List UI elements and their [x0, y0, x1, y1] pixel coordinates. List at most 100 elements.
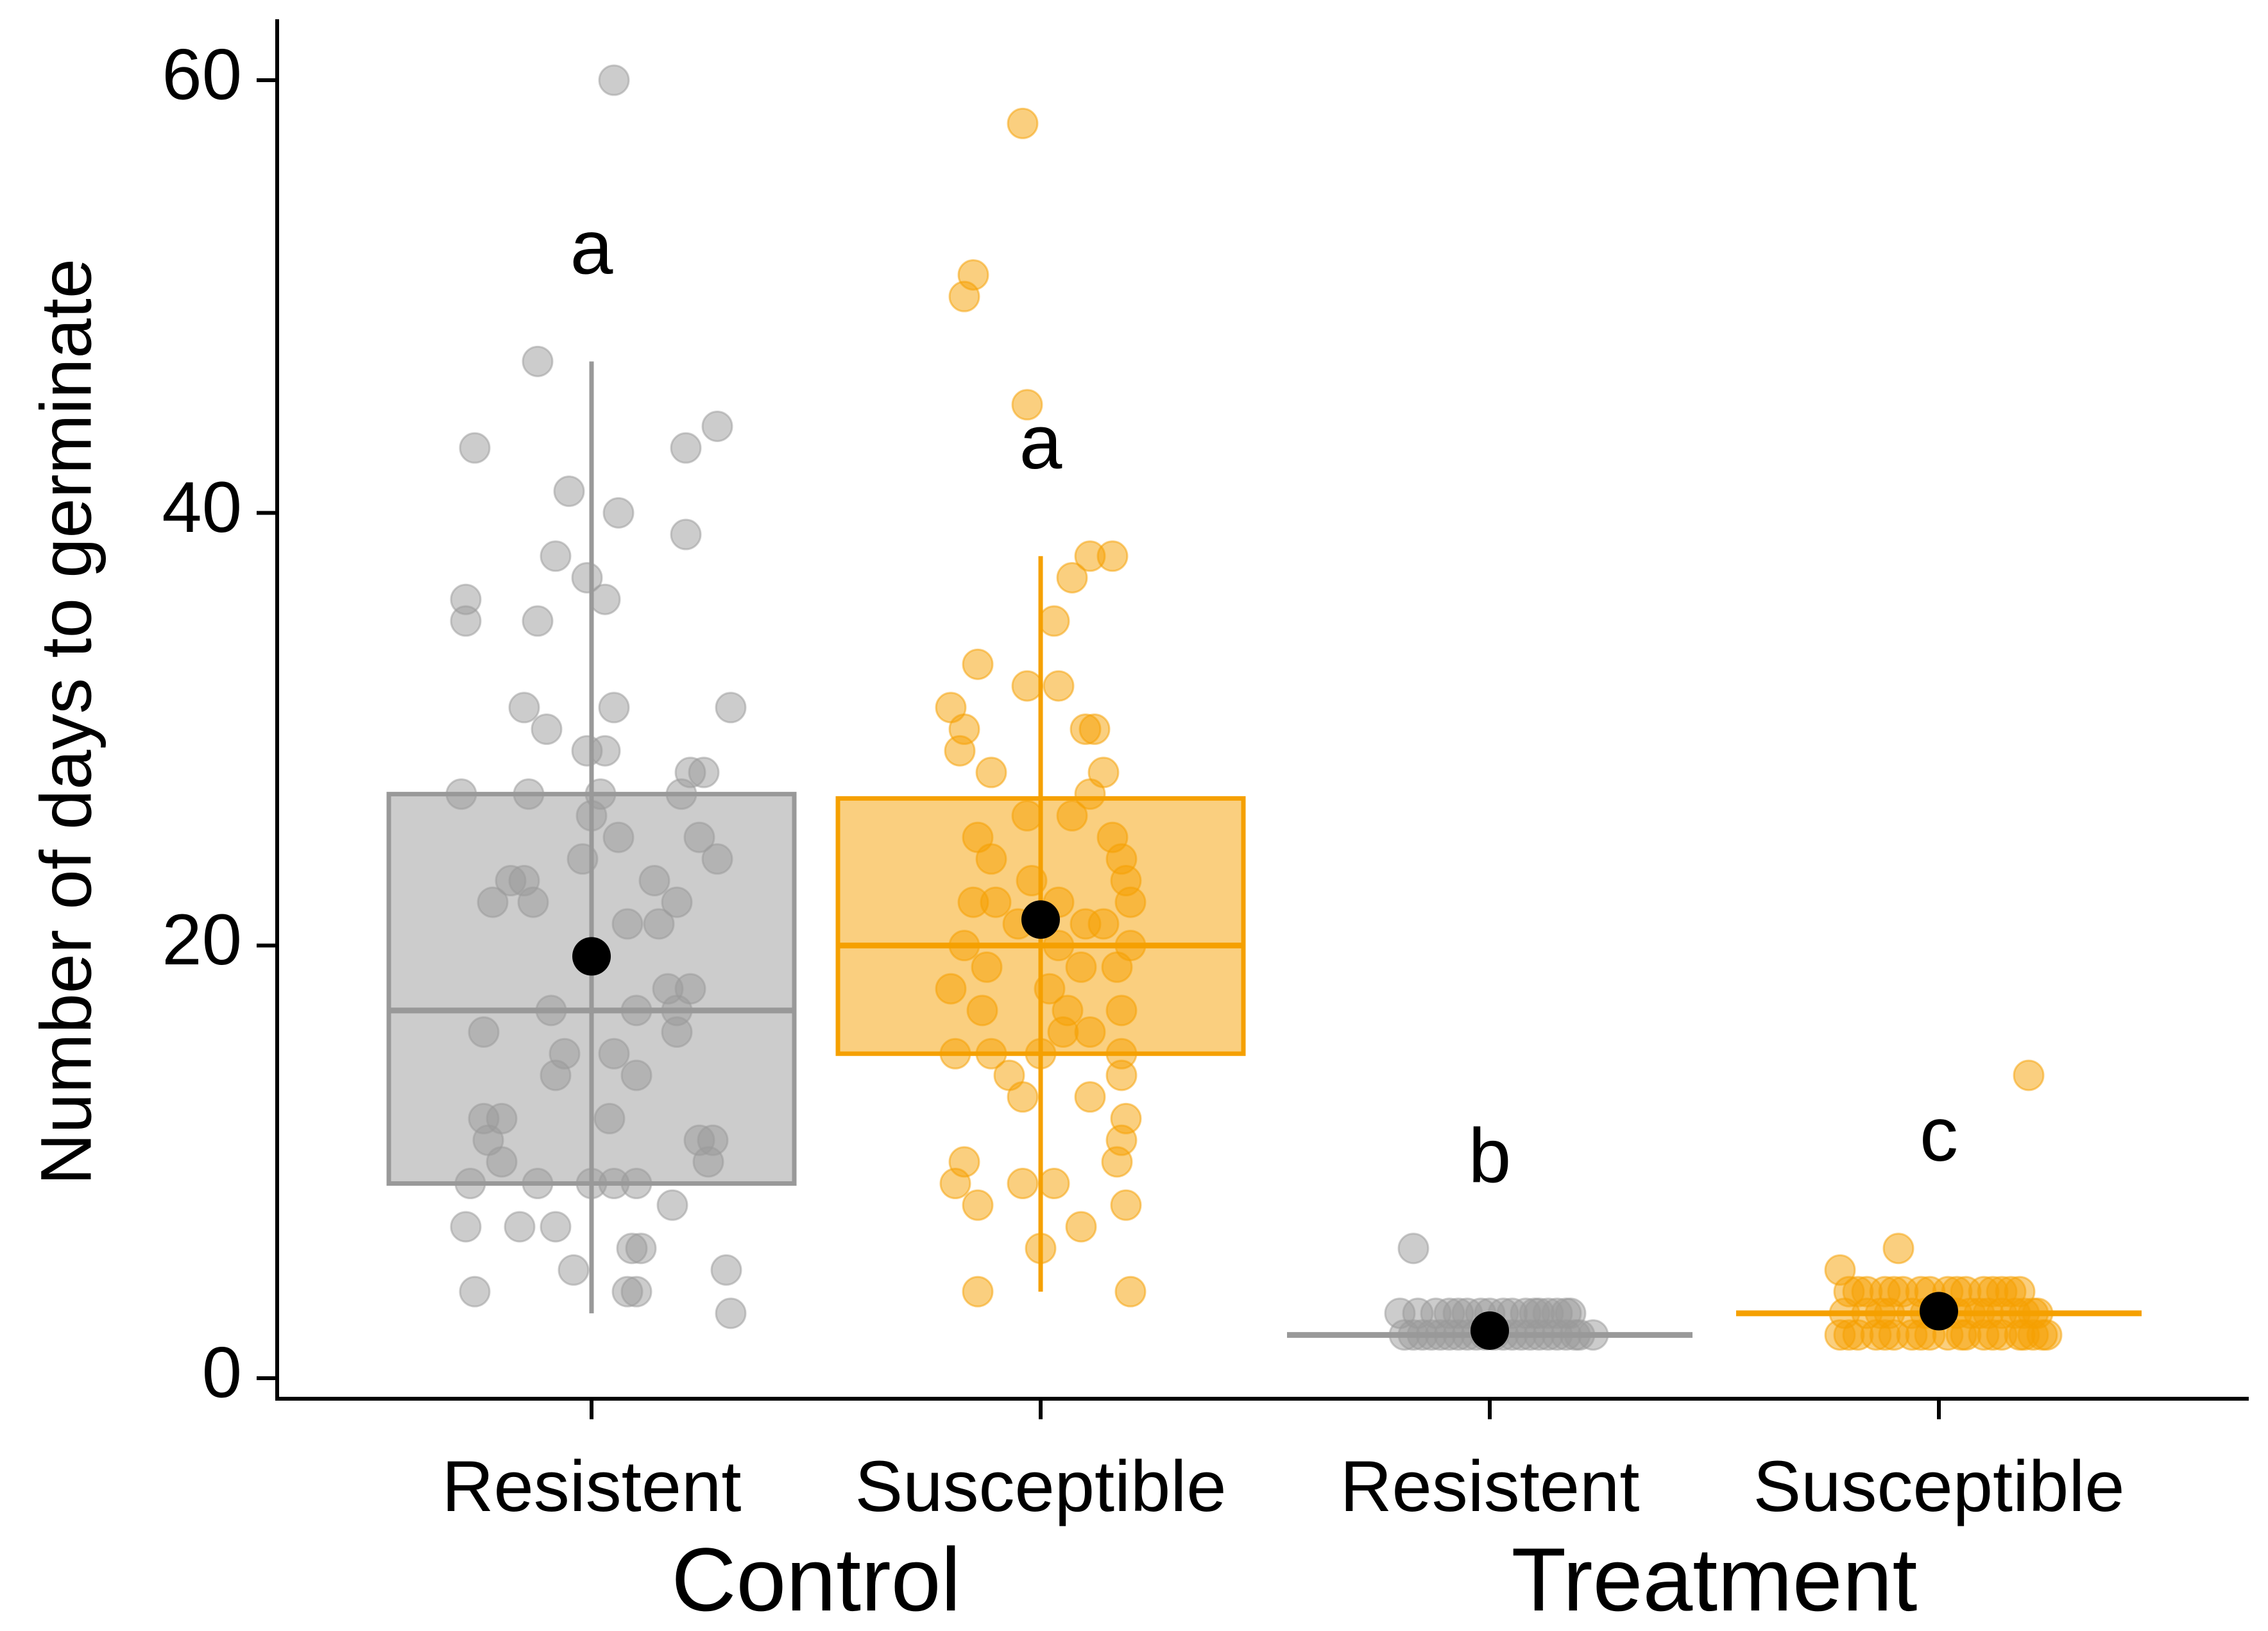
- data-point: [1105, 995, 1138, 1027]
- data-point: [715, 1297, 747, 1329]
- data-point: [656, 1189, 688, 1221]
- data-point: [522, 605, 554, 637]
- data-point: [661, 886, 693, 918]
- data-point: [1056, 799, 1088, 832]
- y-tick-label: 60: [162, 35, 242, 115]
- data-point: [468, 1016, 500, 1048]
- data-point: [1977, 1319, 2009, 1351]
- significance-letter: a: [1019, 399, 1062, 485]
- data-point: [935, 973, 967, 1005]
- x-tick-label: Resistent: [1340, 1446, 1640, 1526]
- data-point: [1114, 1276, 1147, 1308]
- data-point: [445, 778, 477, 810]
- y-tick-label: 40: [162, 467, 242, 547]
- significance-letter: b: [1469, 1113, 1512, 1199]
- data-point: [620, 1168, 652, 1200]
- data-point: [486, 1146, 518, 1178]
- data-point: [589, 583, 621, 615]
- data-point: [1011, 799, 1043, 832]
- data-point: [1025, 1233, 1057, 1265]
- group-labels: Control Treatment: [671, 1529, 1917, 1630]
- data-point: [2013, 1059, 2045, 1091]
- data-point: [1074, 1081, 1106, 1113]
- data-point: [1397, 1233, 1429, 1265]
- data-point: [1007, 1168, 1039, 1200]
- significance-letter: c: [1920, 1091, 1958, 1177]
- data-point: [567, 843, 599, 875]
- significance-letter: a: [570, 204, 613, 290]
- data-point: [966, 995, 998, 1027]
- data-point: [670, 518, 702, 551]
- data-point: [1038, 605, 1070, 637]
- data-point: [558, 1254, 590, 1286]
- points-0: [445, 64, 747, 1329]
- data-point: [948, 280, 980, 312]
- y-tick-label: 0: [202, 1333, 242, 1413]
- data-point: [620, 1276, 652, 1308]
- data-point: [643, 908, 675, 940]
- data-point: [1577, 1319, 1609, 1351]
- data-point: [1101, 951, 1133, 983]
- data-point: [1074, 1016, 1106, 1048]
- x-tick-label: Susceptible: [1753, 1446, 2124, 1526]
- data-point: [701, 410, 733, 442]
- data-point: [540, 540, 572, 572]
- data-point: [638, 865, 670, 897]
- data-point: [962, 1189, 994, 1221]
- mean-marker: [1021, 900, 1060, 939]
- data-point: [513, 778, 545, 810]
- data-point: [540, 1059, 572, 1091]
- mean-marker: [1920, 1292, 1958, 1331]
- data-point: [715, 692, 747, 724]
- data-point: [1043, 670, 1075, 702]
- data-point: [1034, 973, 1066, 1005]
- data-point: [661, 1016, 693, 1048]
- data-point: [589, 735, 621, 767]
- data-point: [598, 692, 630, 724]
- data-point: [598, 64, 630, 96]
- data-point: [1882, 1233, 1914, 1265]
- data-point: [1025, 1038, 1057, 1070]
- data-point: [459, 1276, 491, 1308]
- data-point: [670, 432, 702, 464]
- data-point: [1087, 908, 1120, 940]
- data-point: [1065, 1211, 1097, 1243]
- data-point: [1110, 1189, 1142, 1221]
- data-point: [598, 1038, 630, 1070]
- y-axis-ticks: 0 20 40 60: [162, 35, 277, 1413]
- data-point: [665, 778, 697, 810]
- data-point: [701, 843, 733, 875]
- data-point: [1016, 865, 1048, 897]
- data-point: [1011, 389, 1043, 421]
- data-point: [1833, 1319, 1865, 1351]
- data-point: [517, 886, 549, 918]
- data-point: [971, 951, 1003, 983]
- data-point: [593, 1102, 626, 1134]
- data-point: [975, 1038, 1007, 1070]
- data-point: [1074, 778, 1106, 810]
- data-point: [620, 995, 652, 1027]
- data-point: [710, 1254, 742, 1286]
- data-point: [571, 561, 603, 593]
- group-label: Control: [671, 1529, 960, 1630]
- data-point: [975, 756, 1007, 789]
- data-point: [1105, 1059, 1138, 1091]
- data-point: [1007, 107, 1039, 139]
- data-point: [1945, 1319, 1977, 1351]
- data-point: [692, 1146, 724, 1178]
- data-point: [957, 886, 989, 918]
- data-point: [508, 692, 540, 724]
- data-point: [939, 1038, 971, 1070]
- data-point: [450, 605, 482, 637]
- data-point: [625, 1233, 657, 1265]
- data-point: [620, 1059, 652, 1091]
- data-point: [459, 432, 491, 464]
- data-point: [1114, 886, 1147, 918]
- y-axis-label: Number of days to germinate: [26, 259, 107, 1185]
- data-point: [939, 1168, 971, 1200]
- data-point: [531, 713, 563, 745]
- data-point: [477, 886, 509, 918]
- data-point: [1007, 1081, 1039, 1113]
- data-point: [602, 821, 635, 853]
- data-point: [1047, 1016, 1079, 1048]
